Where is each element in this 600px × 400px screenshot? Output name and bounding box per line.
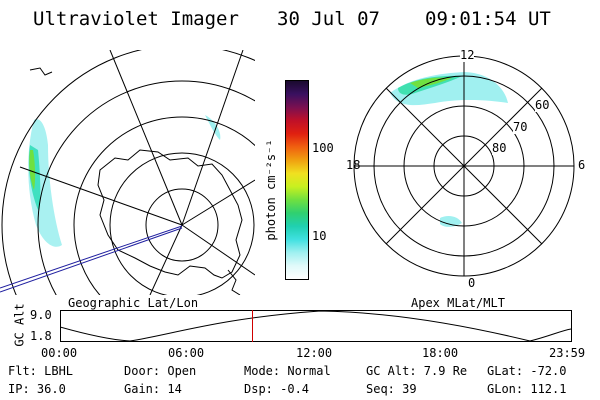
altitude-xtick-2: 12:00 <box>296 346 333 360</box>
altitude-xtick-4: 23:59 <box>549 346 586 360</box>
mlat-label-60: 60 <box>535 98 550 112</box>
info-ip: IP: 36.0 <box>8 382 66 396</box>
altitude-xtick-0: 00:00 <box>41 346 78 360</box>
info-gc-alt: GC Alt: 7.9 Re <box>366 364 468 378</box>
altitude-xtick-3: 18:00 <box>422 346 459 360</box>
mlat-label-80: 80 <box>492 141 507 155</box>
instrument-title: Ultraviolet Imager <box>33 8 239 30</box>
polar-plot <box>353 55 575 277</box>
info-glon: GLon: 112.1 <box>487 382 567 396</box>
altitude-axis-label: GC Alt <box>12 303 27 347</box>
mlt-label-0: 0 <box>468 276 476 290</box>
mlat-label-70: 70 <box>513 120 528 134</box>
aurora-emission-right <box>390 72 508 227</box>
observation-time: 09:01:54 UT <box>425 8 551 30</box>
mlt-label-12: 12 <box>460 48 475 62</box>
mlt-label-6: 6 <box>578 158 586 172</box>
colorbar-tick-100: 100 <box>312 141 334 155</box>
left-panel-caption: Geographic Lat/Lon <box>68 296 199 310</box>
colorbar <box>285 80 309 280</box>
altitude-ymin: 1.8 <box>30 329 52 343</box>
geographic-map <box>0 50 255 295</box>
info-seq: Seq: 39 <box>366 382 417 396</box>
altitude-xtick-1: 06:00 <box>168 346 205 360</box>
right-panel-caption: Apex MLat/MLT <box>411 296 505 310</box>
info-mode: Mode: Normal <box>244 364 331 378</box>
altitude-plot <box>60 310 572 342</box>
colorbar-unit-label: photon cm⁻²s⁻¹ <box>264 139 278 241</box>
info-glat: GLat: -72.0 <box>487 364 567 378</box>
mlt-label-18: 18 <box>346 158 361 172</box>
observation-date: 30 Jul 07 <box>277 8 380 30</box>
info-flt: Flt: LBHL <box>8 364 74 378</box>
info-dsp: Dsp: -0.4 <box>244 382 310 396</box>
aurora-emission-left <box>28 115 221 247</box>
info-door: Door: Open <box>124 364 197 378</box>
info-gain: Gain: 14 <box>124 382 182 396</box>
altitude-ymax: 9.0 <box>30 308 52 322</box>
colorbar-tick-10: 10 <box>312 229 327 243</box>
